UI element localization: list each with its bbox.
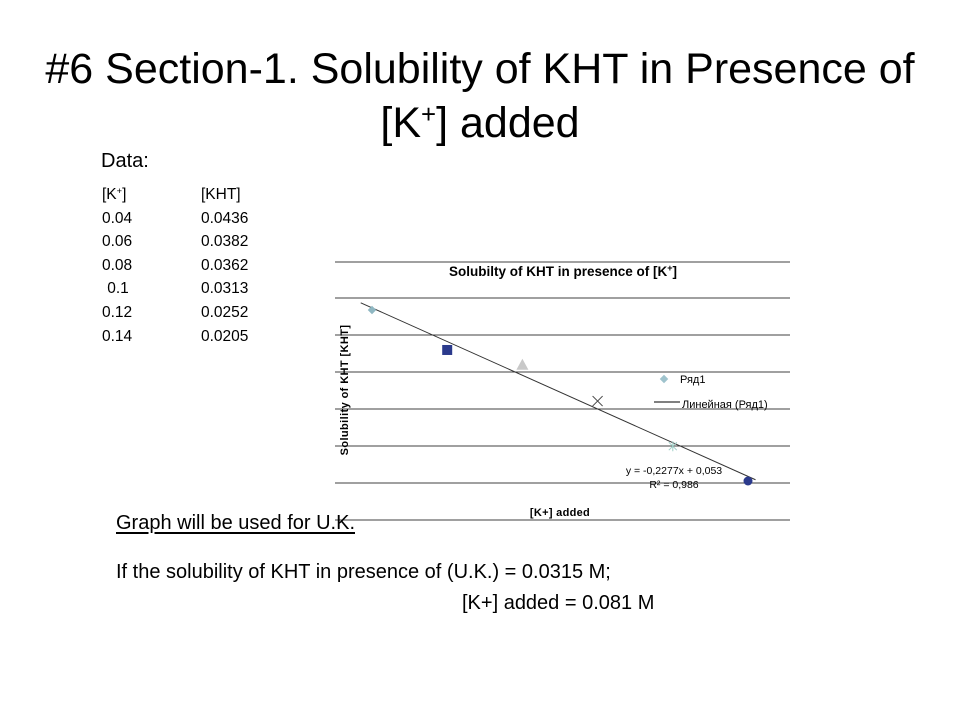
y-axis-label: Solubility of KHT [KHT] (339, 325, 351, 456)
data-table: [K+] [KHT] 0.04 0.0436 0.06 0.0382 0.08 … (102, 183, 281, 348)
graph-note: Graph will be used for U.K. (116, 512, 355, 534)
table-cell-k: 0.14 (102, 327, 133, 345)
table-cell-kht: 0.0382 (201, 233, 249, 251)
table-header-row: [K+] [KHT] (102, 183, 281, 207)
slide-title-superscript: + (421, 100, 437, 129)
header-k-plus-main: [K (102, 186, 117, 203)
trendline-equation: y = -0,2277x + 0,053 (626, 465, 722, 477)
chart-title-superscript: + (667, 263, 672, 273)
data-point (367, 305, 377, 315)
table-row: 0.1 0.0313 (102, 277, 281, 301)
table-cell-k: 0.06 (102, 233, 133, 251)
chart-gridlines (335, 261, 790, 521)
table-cell-kht: 0.0436 (201, 209, 249, 227)
legend-marker-diamond (659, 374, 669, 384)
table-row: 0.14 0.0205 (102, 325, 281, 349)
trendline (360, 302, 756, 481)
trendline-r-squared: R² = 0,986 (649, 479, 698, 491)
table-cell-kht: 0.0205 (201, 327, 249, 345)
data-point (668, 441, 678, 452)
data-point (592, 395, 603, 407)
chart-title-end: ] (673, 264, 678, 279)
table-row: 0.04 0.0436 (102, 207, 281, 231)
legend: Ряд1 Линейная (Ряд1) (654, 374, 768, 411)
table-row: 0.12 0.0252 (102, 301, 281, 325)
chart-title: Solubilty of KHT in presence of [K+] (449, 263, 677, 279)
header-k-plus-end: ] (122, 186, 127, 203)
table-cell-kht: 0.0362 (201, 256, 249, 274)
data-point (442, 344, 453, 355)
chart-title-main: Solubilty of KHT in presence of [K (449, 264, 668, 279)
slide-title-main: #6 Section-1. Solubility of KHT in Prese… (45, 45, 915, 147)
legend-label-trendline: Линейная (Ряд1) (682, 399, 768, 411)
header-k-plus-superscript: + (116, 185, 123, 196)
table-cell-kht: 0.0252 (201, 303, 249, 321)
header-k-plus: [K+] (102, 183, 201, 207)
scatter-chart: Solubilty of KHT in presence of [K+] Sol… (335, 261, 790, 521)
data-points (367, 305, 753, 486)
data-label: Data: (101, 150, 149, 172)
table-cell-kht: 0.0313 (201, 280, 249, 298)
table-cell-k: 0.12 (102, 303, 133, 321)
slide-title-end: ] added (436, 99, 580, 147)
table-row: 0.06 0.0382 (102, 230, 281, 254)
header-kht: [KHT] (201, 186, 241, 203)
x-axis-label: [K+] added (530, 507, 590, 519)
table-cell-k: 0.04 (102, 209, 133, 227)
table-cell-k: 0.08 (102, 256, 133, 274)
k-added-result: [K+] added = 0.081 M (462, 592, 655, 614)
data-point (516, 358, 529, 370)
legend-label-series: Ряд1 (680, 374, 705, 386)
table-cell-k: 0.1 (107, 280, 129, 298)
data-point (743, 476, 753, 486)
slide-title: #6 Section-1. Solubility of KHT in Prese… (40, 42, 920, 150)
table-row: 0.08 0.0362 (102, 254, 281, 278)
solubility-note: If the solubility of KHT in presence of … (116, 561, 611, 583)
